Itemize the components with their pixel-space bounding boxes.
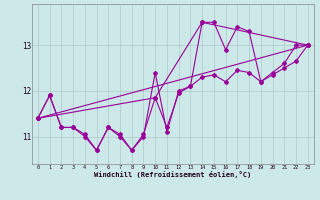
X-axis label: Windchill (Refroidissement éolien,°C): Windchill (Refroidissement éolien,°C)	[94, 171, 252, 178]
